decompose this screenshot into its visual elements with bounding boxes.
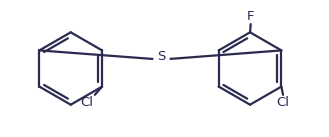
Text: S: S [157,50,165,63]
Text: Cl: Cl [277,95,290,109]
Text: F: F [247,10,254,23]
Text: Cl: Cl [81,95,93,109]
